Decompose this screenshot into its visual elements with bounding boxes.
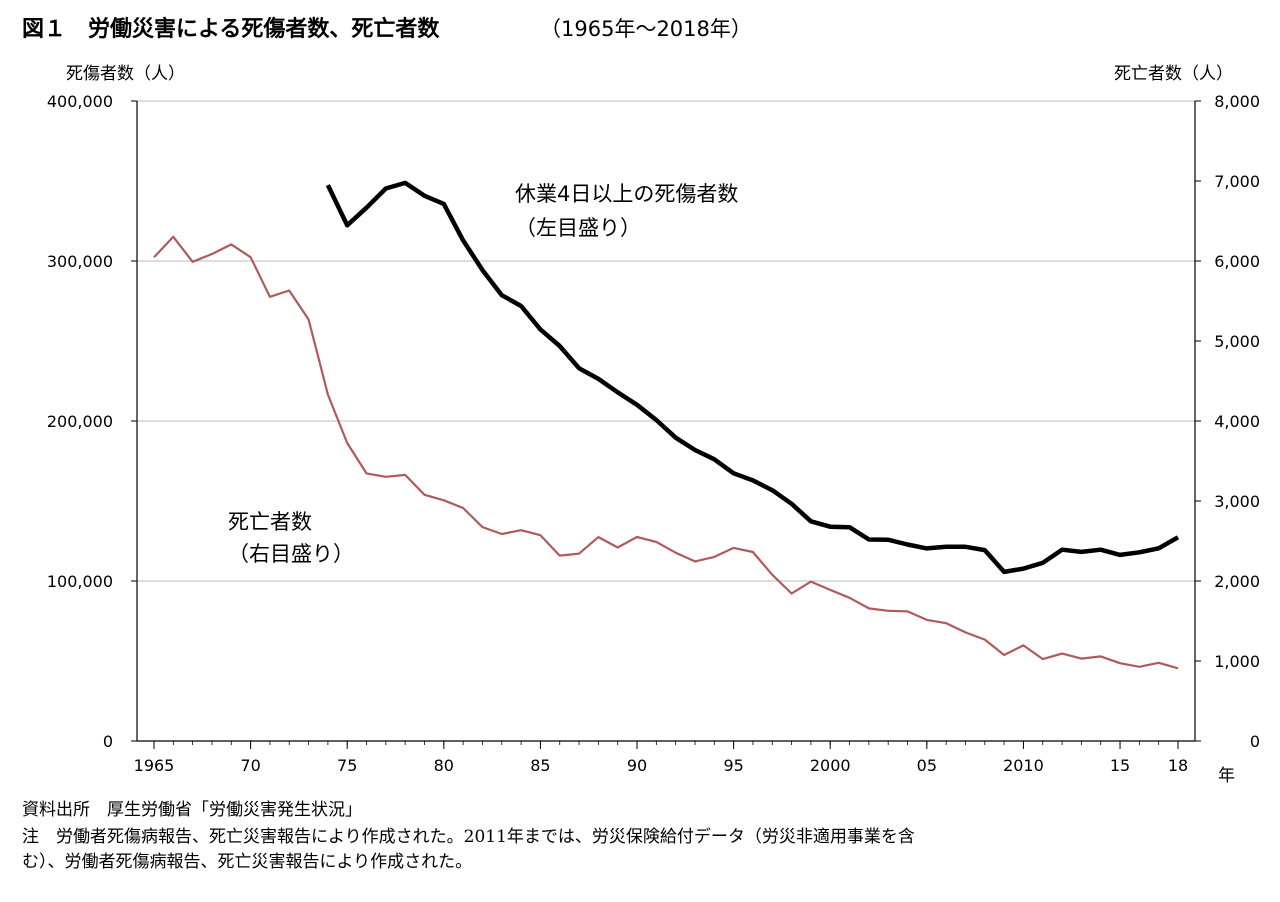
series-1-annotation-scale: （左目盛り） [515, 216, 641, 240]
series-1-annotation: 休業4日以上の死傷者数 [515, 182, 738, 206]
y-right-tick-label: 2,000 [1214, 572, 1260, 591]
x-axis-unit-label: 年 [1218, 766, 1235, 786]
y-right-tick-label: 6,000 [1214, 252, 1260, 271]
x-tick-label: 70 [240, 756, 260, 775]
x-tick-label: 85 [530, 756, 550, 775]
death-series-line [153, 235, 1179, 670]
y-left-tick-label: 200,000 [47, 412, 113, 431]
y-left-tick-label: 300,000 [47, 252, 113, 271]
axes: 0 100,000 200,000 300,000 400,000 0 1,000 2,000… [47, 92, 1260, 775]
x-tick-label: 2010 [1003, 756, 1044, 775]
y-left-tick-label: 0 [103, 732, 113, 751]
y-right-tick-label: 1,000 [1214, 652, 1260, 671]
x-tick-label: 95 [723, 756, 743, 775]
y-right-tick-label: 8,000 [1214, 92, 1260, 111]
y-right-tick-label: 7,000 [1214, 172, 1260, 191]
x-tick-label: 90 [627, 756, 647, 775]
y-right-axis-title: 死亡者数（人） [1114, 64, 1233, 84]
y-right-tick-label: 3,000 [1214, 492, 1260, 511]
y-left-axis-title: 死傷者数（人） [66, 64, 185, 84]
y-right-tick-label: 5,000 [1214, 332, 1260, 351]
x-tick-label: 2000 [810, 756, 851, 775]
injury-series-line [325, 180, 1180, 575]
x-tick-label: 05 [917, 756, 937, 775]
y-right-tick-label: 0 [1250, 732, 1260, 751]
chart-title: 図１ 労働災害による死傷者数、死亡者数 [22, 16, 440, 42]
series-2-annotation-scale: （右目盛り） [228, 542, 354, 566]
series-lines [153, 180, 1180, 670]
x-tick-label: 18 [1168, 756, 1188, 775]
chart-title-years: （1965年～2018年） [540, 17, 752, 41]
x-tick-label: 15 [1110, 756, 1130, 775]
gridlines [137, 100, 1195, 582]
source-note: 資料出所 厚生労働省「労働災害発生状況」 [22, 800, 362, 820]
y-left-tick-label: 100,000 [47, 572, 113, 591]
note-line-2: む）、労働者死傷病報告、死亡災害報告により作成された。 [22, 852, 472, 872]
y-left-tick-label: 400,000 [47, 92, 113, 111]
series-2-annotation: 死亡者数 [228, 510, 312, 534]
x-tick-label: 1965 [134, 756, 175, 775]
y-right-tick-label: 4,000 [1214, 412, 1260, 431]
x-tick-label: 80 [434, 756, 454, 775]
note-line-1: 注 労働者死傷病報告、死亡災害報告により作成された。2011年までは、労災保険給… [22, 826, 915, 847]
x-tick-label: 75 [337, 756, 357, 775]
